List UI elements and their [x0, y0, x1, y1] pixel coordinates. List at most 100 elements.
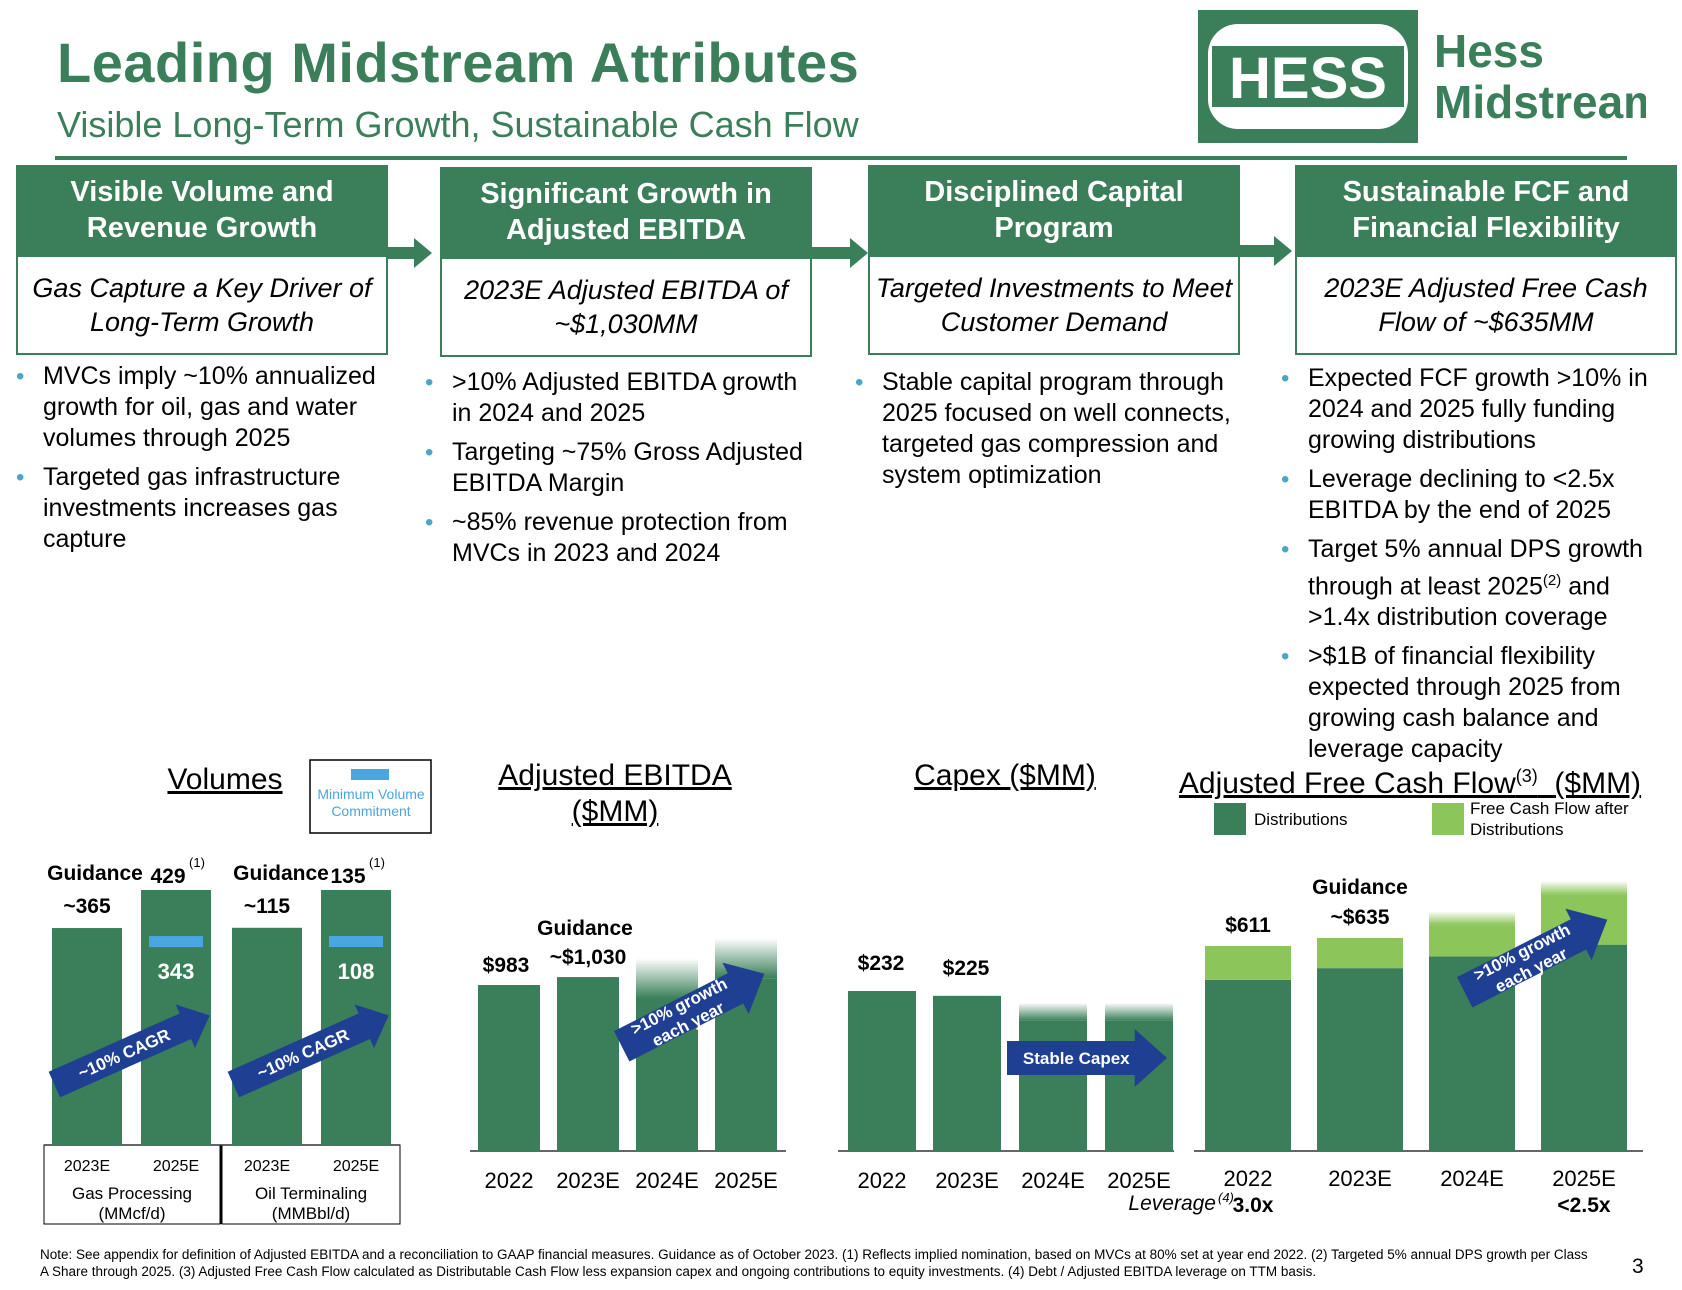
data-label: ~$635: [1331, 906, 1390, 929]
data-label: $225: [943, 957, 990, 980]
logo-hess-text: HESS: [1229, 46, 1387, 111]
x-tick-label: 2025E: [333, 1158, 379, 1175]
page-title: Leading Midstream Attributes: [57, 31, 860, 94]
capex-chart: 2022 $232 2023E $225 2024E 2025E Stable Capex L…: [848, 952, 1234, 1215]
data-label: ~$1,030: [550, 946, 627, 969]
fcf-chart-title: Adjusted Free Cash Flow(3) ($MM): [1170, 758, 1650, 802]
data-label: 429: [150, 865, 185, 888]
arrow-shape: [1007, 1029, 1167, 1087]
group-label: Gas Processing: [72, 1184, 192, 1203]
col-3-heading: Disciplined Capital Program: [868, 165, 1240, 255]
x-tick-label: 2024E: [635, 1168, 699, 1193]
fcf-bar-after-dist: [1317, 937, 1403, 969]
arrow-shape: [48, 1004, 210, 1098]
col-1-heading: Visible Volume and Revenue Growth: [16, 165, 388, 255]
data-label: ~365: [63, 895, 111, 918]
fcf-title-sup: (3): [1515, 766, 1538, 786]
fcf-bar-after-dist: [1205, 946, 1291, 980]
leverage-value: <2.5x: [1557, 1194, 1610, 1217]
capex-bar: [933, 995, 1001, 1151]
stable-capex-arrow: Stable Capex: [1007, 1029, 1167, 1087]
col-2-bullets: >10% Adjusted EBITDA growth in 2024 and …: [425, 367, 815, 577]
x-tick-label: 2022: [858, 1168, 907, 1193]
footnote-ref: (1): [369, 855, 385, 870]
leverage-value: 3.0x: [1233, 1194, 1274, 1217]
x-tick-label: 2024E: [1021, 1168, 1085, 1193]
footnote: Note: See appendix for definition of Adj…: [40, 1247, 1588, 1279]
logo-midstream-word: Midstream: [1434, 76, 1646, 128]
group-label: Oil Terminaling: [255, 1184, 367, 1203]
footnote-ref: (1): [189, 855, 205, 870]
mvc-legend-label: Minimum Volume Commitment: [317, 786, 425, 819]
mvc-marker: [329, 936, 383, 947]
mvc-value-label: 343: [158, 959, 195, 984]
x-tick-label: 2025E: [1552, 1166, 1616, 1191]
ebitda-chart-title: Adjusted EBITDA ($MM): [498, 759, 732, 828]
list-item: Targeting ~75% Gross Adjusted EBITDA Mar…: [425, 437, 815, 499]
list-item: >10% Adjusted EBITDA growth in 2024 and …: [425, 367, 815, 429]
leverage-label-text: Leverage: [1128, 1192, 1216, 1215]
connector-arrow-1: [388, 238, 432, 268]
page-subtitle: Visible Long-Term Growth, Sustainable Ca…: [57, 104, 859, 145]
fcf-title-main: Adjusted Free Cash Flow: [1178, 767, 1516, 800]
footnote-ref: (4): [1218, 1190, 1234, 1205]
volume-bar: [52, 928, 122, 1145]
fcf-bar-after-dist: [1429, 925, 1515, 957]
guidance-label: Guidance: [233, 862, 329, 885]
capex-bar-fade: [1019, 1002, 1087, 1021]
legend-label-distributions: Distributions: [1254, 810, 1348, 829]
x-tick-label: 2025E: [714, 1168, 778, 1193]
x-tick-label: 2023E: [244, 1158, 290, 1175]
leverage-label: Leverage (4): [1128, 1190, 1233, 1215]
data-label: $232: [858, 952, 905, 975]
connector-arrow-3: [1240, 236, 1292, 266]
data-label: $611: [1225, 914, 1271, 937]
volume-bar: [232, 927, 302, 1145]
x-tick-label: 2022: [1224, 1166, 1273, 1191]
footnote-ref: (2): [1542, 572, 1562, 589]
fcf-bar-distributions: [1317, 968, 1403, 1151]
bullet-text: and >1.4x distribution coverage: [1308, 572, 1610, 632]
logo-hess-word: Hess: [1434, 25, 1544, 77]
x-tick-label: 2023E: [64, 1158, 110, 1175]
mvc-marker: [149, 936, 203, 948]
col-1-bullets: MVCs imply ~10% annualized growth for oi…: [16, 361, 396, 563]
group-unit-label: (MMcf/d): [98, 1204, 165, 1223]
ebitda-bar: [557, 977, 619, 1151]
legend-label-fcf-after-dist: Free Cash Flow after Distributions: [1470, 799, 1629, 839]
ebitda-bar: [478, 985, 540, 1151]
list-item: >$1B of financial flexibility expected t…: [1281, 641, 1676, 765]
connector-arrow-2: [812, 238, 868, 268]
mvc-legend-swatch: [351, 769, 389, 780]
ebitda-bar-fade: [636, 958, 698, 999]
hess-midstream-logo: HESS Hess Midstream: [1198, 10, 1646, 143]
x-tick-label: 2023E: [556, 1168, 620, 1193]
list-item: Expected FCF growth >10% in 2024 and 202…: [1281, 363, 1676, 456]
list-item: Target 5% annual DPS growth through at l…: [1281, 534, 1676, 633]
x-tick-label: 2025E: [1107, 1168, 1171, 1193]
group-unit-label: (MMBbl/d): [272, 1204, 350, 1223]
capex-bar-fade: [1105, 1002, 1173, 1021]
fcf-title-unit: ($MM): [1554, 767, 1642, 800]
capex-bar: [848, 991, 916, 1151]
list-item: ~85% revenue protection from MVCs in 202…: [425, 507, 815, 569]
x-tick-label: 2022: [485, 1168, 534, 1193]
col-4-highlight: 2023E Adjusted Free Cash Flow of ~$635MM: [1295, 255, 1677, 355]
volumes-chart-title: Volumes: [167, 763, 283, 796]
list-item: MVCs imply ~10% annualized growth for oi…: [16, 361, 396, 454]
capex-chart-title: Capex ($MM): [914, 759, 1096, 792]
capex-bar: [1019, 1020, 1087, 1151]
guidance-label: Guidance: [47, 862, 143, 885]
x-tick-label: 2025E: [153, 1158, 199, 1175]
legend-swatch-distributions: [1214, 803, 1246, 835]
data-label: 135: [330, 865, 365, 888]
data-label: ~115: [244, 895, 290, 918]
bullet-text: Target 5% annual DPS growth through at l…: [1308, 535, 1643, 601]
page-number: 3: [1632, 1255, 1644, 1278]
arrow-shape: [614, 962, 765, 1062]
col-4-heading: Sustainable FCF and Financial Flexibilit…: [1295, 165, 1677, 255]
x-tick-label: 2023E: [1328, 1166, 1392, 1191]
fcf-bar-distributions: [1205, 979, 1291, 1151]
